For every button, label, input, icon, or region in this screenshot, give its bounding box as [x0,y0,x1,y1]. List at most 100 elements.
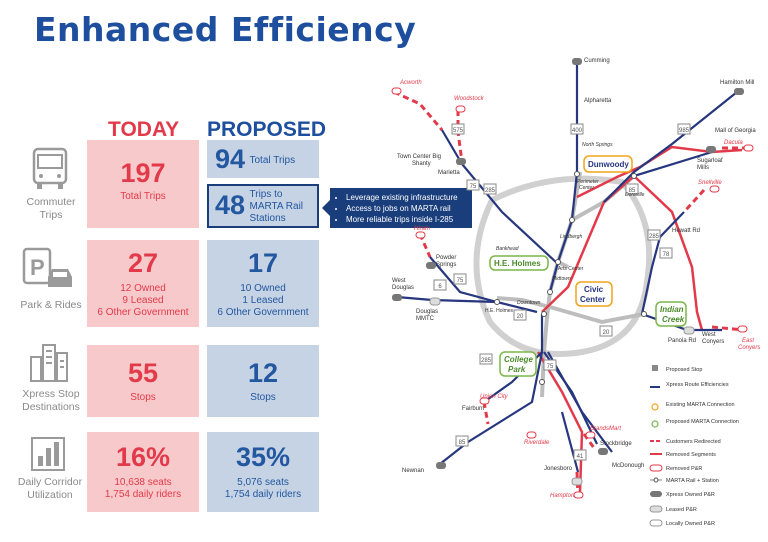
svg-text:H.E. Holmes: H.E. Holmes [494,259,541,268]
proposed-parkride-line: 1 Leased [242,295,284,306]
svg-text:575: 575 [453,128,464,134]
svg-text:Mall of Georgia: Mall of Georgia [715,128,756,134]
svg-text:Mills: Mills [697,165,709,171]
svg-text:285: 285 [485,188,496,194]
proposed-stops-value: 12 [247,358,279,388]
svg-text:Riverdale: Riverdale [524,440,550,446]
svg-text:Woodstock: Woodstock [454,96,485,102]
marta-trips-box: 48 Trips to MARTA Rail Stations [207,184,319,228]
bus-icon [32,147,68,189]
svg-text:75: 75 [547,364,554,370]
corridor-utilization-label: Daily Corridor Utilization [17,476,83,501]
today-stops-box: 55 Stops [87,345,199,417]
svg-text:Removed Segments: Removed Segments [666,452,716,458]
today-header: TODAY [108,118,180,141]
svg-text:Stockbridge: Stockbridge [600,441,632,447]
svg-text:Park: Park [508,365,526,374]
today-utilization-box: 16% 10,638 seats 1,754 daily riders [87,432,199,512]
svg-text:MARTA Rail + Station: MARTA Rail + Station [666,478,719,484]
svg-text:Arts Center: Arts Center [558,266,584,272]
today-parkride-line: 9 Leased [122,295,164,306]
svg-text:78: 78 [663,252,670,258]
svg-text:Dunwoody: Dunwoody [588,160,629,169]
svg-text:East: East [742,338,754,344]
svg-text:85: 85 [629,188,636,194]
proposed-stops-text: Stops [250,392,276,403]
svg-text:Sugarloaf: Sugarloaf [697,158,723,164]
buildings-icon [30,344,68,382]
svg-text:Newnan: Newnan [402,468,424,474]
proposed-utilization-box: 35% 5,076 seats 1,754 daily riders [207,432,319,512]
svg-text:Downtown: Downtown [517,300,541,306]
svg-text:6: 6 [438,284,442,290]
proposed-utilization-line: 5,076 seats [237,477,289,488]
svg-text:Panola Rd: Panola Rd [668,338,696,344]
svg-text:MMTC: MMTC [416,316,435,322]
svg-text:Locally Owned P&R: Locally Owned P&R [666,521,715,527]
svg-text:BrandsMart: BrandsMart [590,426,621,432]
proposed-stops-box: 12 Stops [207,345,319,417]
xpress-stop-label: Xpress Stop Destinations [22,388,80,413]
today-parkride-value: 27 [127,248,159,278]
today-stops-value: 55 [127,358,159,388]
svg-text:285: 285 [481,358,492,364]
callout-box: Leverage existing infrastructure Access … [330,188,472,228]
svg-text:Fairburn: Fairburn [462,406,484,412]
proposed-parkride-line: 10 Owned [240,283,286,294]
svg-text:Xpress Route Efficiencies: Xpress Route Efficiencies [666,382,729,388]
today-stops-text: Stops [130,392,156,403]
svg-text:Springs: Springs [436,262,456,268]
proposed-parkride-box: 17 10 Owned 1 Leased 6 Other Government [207,240,319,327]
svg-text:Creek: Creek [662,315,685,324]
map-legend: Proposed Stop Xpress Route Efficiencies … [649,365,739,527]
svg-text:985: 985 [679,128,690,134]
svg-text:20: 20 [603,330,610,336]
today-utilization-line: 10,638 seats [114,477,172,488]
proposed-parkride-line: 6 Other Government [217,307,309,318]
highway-shields: 575 400 985 85 285 75 78 20 285 20 85 75… [433,123,691,461]
svg-text:Dacula: Dacula [724,140,743,146]
svg-text:H.E. Holmes: H.E. Holmes [485,308,514,314]
today-trips-text: Total Trips [120,191,166,202]
customers-redirected [393,90,750,499]
svg-text:Perimeter: Perimeter [577,179,599,185]
svg-text:Snellville: Snellville [698,180,722,186]
route-map: 575 400 985 85 285 75 78 20 285 20 85 75… [391,58,760,527]
svg-text:Proposed MARTA Connection: Proposed MARTA Connection [666,419,739,425]
svg-text:North Springs: North Springs [582,142,613,148]
today-parkride-line: 6 Other Government [97,307,189,318]
proposed-utilization-line: 1,754 daily riders [224,489,302,500]
commuter-trips-label: Commuter Trips [26,196,76,221]
svg-text:Proposed Stop: Proposed Stop [666,367,702,373]
svg-text:Alpharetta: Alpharetta [584,98,612,104]
svg-text:Union City: Union City [480,394,509,400]
place-labels: Cumming Alpharetta North Springs Hamilto… [392,58,760,499]
today-utilization-value: 16% [115,442,171,472]
xpress-routes [396,64,738,473]
svg-text:41: 41 [577,454,584,460]
svg-text:20: 20 [517,314,524,320]
marta-trips-line2: MARTA Rail [249,201,304,212]
svg-text:Removed P&R: Removed P&R [666,466,702,472]
svg-text:Midtown: Midtown [552,276,571,282]
svg-text:Douglas: Douglas [416,309,438,315]
svg-text:Hiram: Hiram [414,226,430,232]
svg-text:Acworth: Acworth [399,80,422,86]
svg-text:Center: Center [580,295,605,304]
today-parkride-box: 27 12 Owned 9 Leased 6 Other Government [87,240,199,327]
today-trips-box: 197 Total Trips [87,140,199,228]
svg-text:Leased P&R: Leased P&R [666,507,697,513]
svg-text:400: 400 [572,128,583,134]
proposed-utilization-value: 35% [235,442,291,472]
bar-chart-icon [31,437,65,471]
svg-text:Indian: Indian [660,305,684,314]
callout-item: Leverage existing infrastructure [346,192,466,203]
svg-text:75: 75 [457,278,464,284]
today-utilization-line: 1,754 daily riders [104,489,182,500]
callout-item: More reliable trips inside I-285 [346,214,466,225]
svg-text:West: West [702,332,716,338]
svg-text:75: 75 [470,184,477,190]
proposed-trips-box: 94 Total Trips [207,140,319,178]
marta-connections: Dunwoody H.E. Holmes Civic Center Indian… [489,155,687,377]
svg-text:Existing MARTA Connection: Existing MARTA Connection [666,402,735,408]
